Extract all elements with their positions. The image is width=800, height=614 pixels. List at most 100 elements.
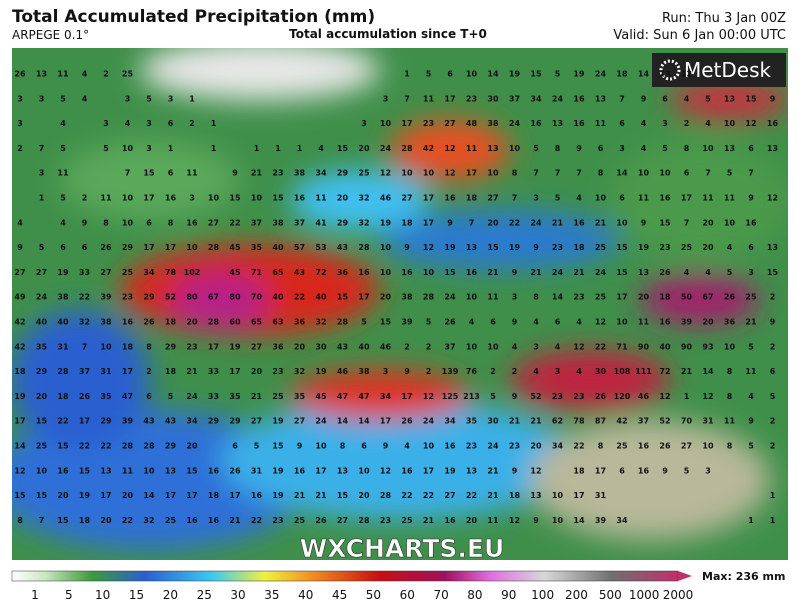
grid-value: 17 [229, 491, 240, 500]
grid-value: 33 [79, 268, 90, 277]
grid-value: 10 [466, 293, 478, 302]
grid-value: 27 [444, 119, 455, 128]
grid-value: 2 [404, 342, 410, 351]
grid-value: 23 [552, 243, 563, 252]
grid-value: 1 [770, 516, 776, 525]
grid-value: 32 [294, 367, 305, 376]
grid-value: 13 [466, 466, 477, 475]
grid-value: 12 [595, 318, 606, 327]
grid-value: 8 [727, 392, 733, 401]
grid-value: 6 [146, 218, 152, 227]
grid-value: 42 [616, 417, 627, 426]
grid-value: 15 [616, 243, 628, 252]
grid-value: 17 [401, 392, 412, 401]
logo-box [652, 53, 786, 87]
grid-value: 11 [466, 144, 478, 153]
grid-value: 3 [748, 268, 754, 277]
grid-value: 139 [442, 367, 459, 376]
grid-value: 15 [659, 218, 671, 227]
grid-value: 108 [614, 367, 631, 376]
grid-value: 16 [251, 491, 263, 500]
grid-value: 21 [294, 491, 306, 500]
grid-value: 5 [533, 144, 539, 153]
grid-value: 29 [36, 367, 48, 376]
grid-value: 17 [122, 367, 133, 376]
grid-value: 11 [745, 367, 757, 376]
grid-value: 10 [380, 268, 392, 277]
grid-value: 43 [337, 243, 348, 252]
grid-value: 16 [122, 318, 134, 327]
grid-value: 10 [509, 144, 521, 153]
grid-value: 3 [361, 119, 367, 128]
grid-value: 11 [100, 194, 112, 203]
grid-value: 18 [573, 243, 585, 252]
grid-value: 13 [100, 466, 111, 475]
grid-value: 46 [380, 342, 392, 351]
grid-value: 9 [748, 417, 754, 426]
grid-value: 27 [487, 194, 498, 203]
grid-value: 27 [681, 442, 692, 451]
grid-value: 62 [552, 417, 563, 426]
grid-value: 26 [659, 268, 671, 277]
grid-value: 19 [57, 268, 69, 277]
grid-value: 14 [638, 70, 650, 79]
grid-value: 20 [337, 194, 349, 203]
grid-value: 26 [401, 417, 413, 426]
grid-value: 20 [186, 442, 198, 451]
grid-value: 8 [168, 218, 174, 227]
grid-value: 13 [767, 243, 778, 252]
grid-value: 14 [573, 516, 585, 525]
grid-value: 13 [530, 491, 541, 500]
grid-value: 6 [490, 318, 496, 327]
grid-value: 34 [530, 94, 542, 103]
grid-value: 16 [165, 194, 177, 203]
run-time: Run: Thu 3 Jan 00Z [662, 11, 786, 26]
grid-value: 29 [229, 417, 241, 426]
grid-value: 15 [444, 268, 456, 277]
grid-value: 5 [168, 392, 174, 401]
grid-value: 1 [684, 392, 690, 401]
grid-value: 3 [125, 94, 131, 103]
grid-value: 1 [39, 194, 45, 203]
grid-value: 13 [724, 94, 735, 103]
grid-value: 22 [294, 293, 305, 302]
grid-value: 10 [466, 70, 478, 79]
grid-value: 22 [100, 442, 111, 451]
grid-value: 32 [315, 318, 326, 327]
grid-value: 26 [315, 516, 327, 525]
grid-value: 20 [122, 491, 134, 500]
colorbar-label: 200 [565, 588, 588, 602]
grid-value: 26 [659, 442, 671, 451]
grid-value: 1 [211, 119, 217, 128]
grid-value: 18 [165, 318, 177, 327]
grid-value: 21 [487, 466, 499, 475]
grid-value: 16 [466, 268, 478, 277]
grid-value: 12 [573, 342, 584, 351]
grid-value: 52 [659, 417, 670, 426]
grid-value: 21 [573, 268, 585, 277]
grid-value: 15 [272, 442, 284, 451]
grid-value: 12 [423, 392, 434, 401]
grid-value: 46 [337, 367, 349, 376]
grid-value: 40 [358, 342, 370, 351]
grid-value: 9 [447, 218, 453, 227]
grid-value: 31 [595, 491, 607, 500]
grid-value: 3 [619, 144, 625, 153]
grid-value: 28 [337, 318, 349, 327]
grid-value: 16 [659, 318, 671, 327]
grid-value: 10 [315, 442, 327, 451]
colorbar [11, 570, 679, 582]
grid-value: 2 [103, 70, 109, 79]
grid-value: 6 [770, 367, 776, 376]
grid-value: 4 [82, 94, 88, 103]
grid-value: 9 [512, 268, 518, 277]
colorbar-label: 5 [65, 588, 73, 602]
grid-value: 5 [426, 70, 432, 79]
grid-value: 6 [662, 94, 668, 103]
colorbar-label: 70 [433, 588, 448, 602]
grid-value: 9 [641, 94, 647, 103]
grid-value: 39 [122, 417, 134, 426]
grid-value: 18 [573, 466, 585, 475]
grid-value: 16 [444, 194, 456, 203]
grid-value: 12 [423, 243, 434, 252]
